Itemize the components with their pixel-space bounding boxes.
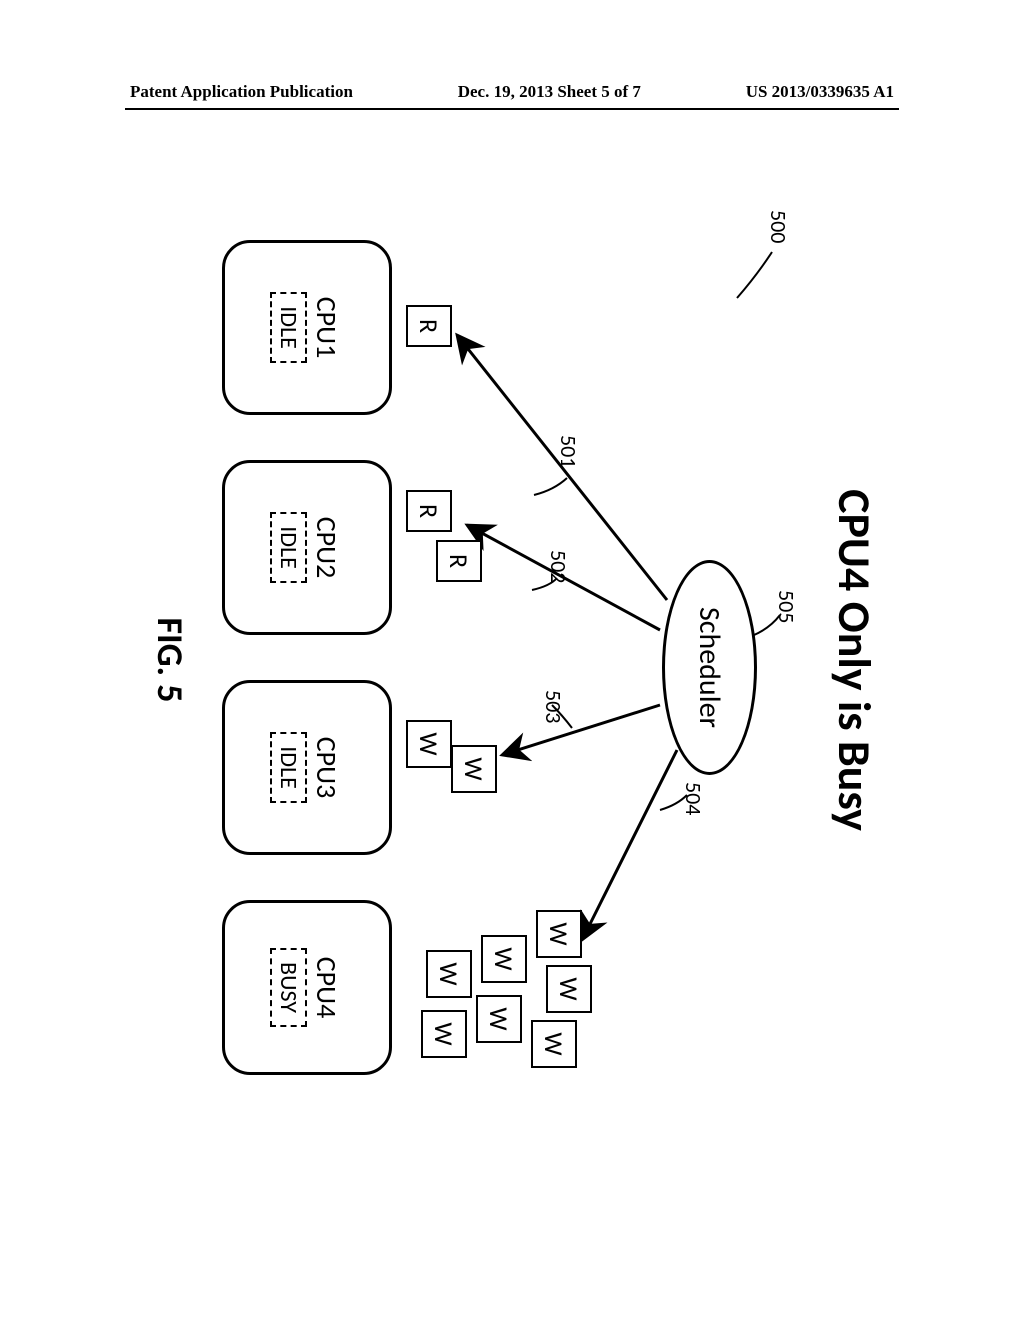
figure-label: FIG. 5	[148, 180, 192, 1140]
ref-505: 505	[773, 590, 800, 623]
task-box: R	[436, 540, 482, 582]
cpu-node: CPU4BUSY	[222, 900, 392, 1075]
task-box: W	[476, 995, 522, 1043]
scheduler-node: Scheduler	[662, 560, 757, 775]
task-box: W	[426, 950, 472, 998]
cpu-status: IDLE	[270, 292, 307, 363]
header-rule	[125, 108, 899, 110]
cpu-label: CPU2	[309, 517, 344, 579]
header-left: Patent Application Publication	[130, 82, 353, 102]
cpu-node: CPU1IDLE	[222, 240, 392, 415]
cpu-node: CPU3IDLE	[222, 680, 392, 855]
diagram-title: CPU4 Only is Busy	[826, 180, 882, 1140]
task-box: W	[406, 720, 452, 768]
header-right: US 2013/0339635 A1	[746, 82, 894, 102]
ref-501: 501	[555, 435, 582, 468]
cpu-label: CPU1	[309, 297, 344, 359]
ref-504: 504	[680, 782, 707, 815]
cpu-label: CPU3	[309, 737, 344, 799]
task-box: W	[451, 745, 497, 793]
ref-500: 500	[765, 210, 792, 243]
task-box: W	[531, 1020, 577, 1068]
cpu-status: IDLE	[270, 512, 307, 583]
task-box: R	[406, 305, 452, 347]
cpu-status: BUSY	[270, 948, 307, 1027]
cpu-status: IDLE	[270, 732, 307, 803]
page-header: Patent Application Publication Dec. 19, …	[0, 82, 1024, 102]
task-box: W	[481, 935, 527, 983]
task-box: W	[421, 1010, 467, 1058]
ref-503: 503	[540, 690, 567, 723]
diagram: CPU4 Only is Busy 500 501 502 503 504 50…	[142, 180, 882, 1140]
scheduler-label: Scheduler	[691, 607, 728, 728]
page: Patent Application Publication Dec. 19, …	[0, 0, 1024, 1320]
task-box: W	[536, 910, 582, 958]
task-box: W	[546, 965, 592, 1013]
diagram-rotated-wrap: CPU4 Only is Busy 500 501 502 503 504 50…	[142, 180, 882, 1140]
task-box: R	[406, 490, 452, 532]
cpu-node: CPU2IDLE	[222, 460, 392, 635]
ref-502: 502	[545, 550, 572, 583]
cpu-label: CPU4	[309, 957, 344, 1019]
header-center: Dec. 19, 2013 Sheet 5 of 7	[458, 82, 641, 102]
